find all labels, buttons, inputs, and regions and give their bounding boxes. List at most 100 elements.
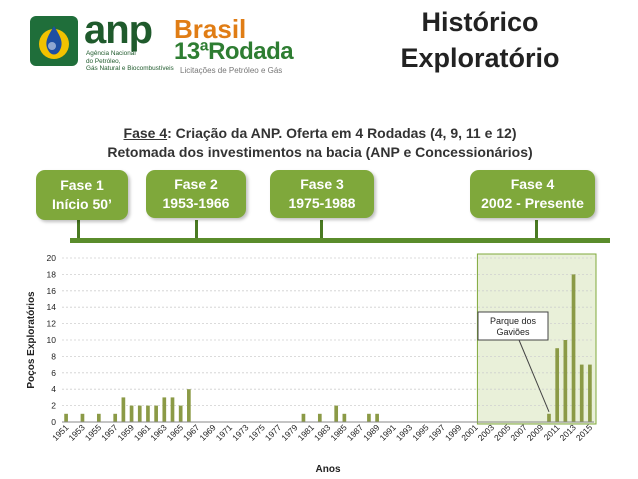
bar-1988	[367, 413, 371, 422]
x-tick-label: 2011	[542, 422, 562, 442]
phase-1-box: Fase 1 Início 50’	[36, 170, 128, 220]
subtitle-line-1: Fase 4: Criação da ANP. Oferta em 4 Roda…	[20, 124, 620, 143]
annotation-text-1: Parque dos	[490, 316, 537, 326]
bar-2012	[563, 340, 568, 422]
x-tick-label: 1973	[230, 422, 251, 443]
chart-bars	[64, 274, 592, 422]
bar-1960	[137, 405, 142, 422]
bar-1980	[301, 413, 306, 422]
bar-1953	[80, 413, 85, 422]
y-tick-label: 20	[47, 253, 57, 263]
y-tick-label: 10	[47, 335, 57, 345]
x-tick-label: 1979	[279, 422, 300, 443]
y-axis-ticks: 0 2 4 6 8 10 12 14 16 18 20	[47, 253, 57, 427]
phase-4-box: Fase 4 2002 - Presente	[470, 170, 595, 218]
x-tick-label: 1987	[345, 422, 366, 443]
anp-logo-text: anp	[84, 8, 153, 52]
x-tick-label: 1995	[410, 422, 431, 443]
subtitle: Fase 4: Criação da ANP. Oferta em 4 Roda…	[20, 124, 620, 162]
bar-1989	[375, 413, 379, 422]
y-tick-label: 0	[51, 417, 56, 427]
timeline-bar	[70, 238, 610, 243]
anp-tagline: Agência Nacional do Petróleo, Gás Natura…	[86, 50, 174, 72]
subtitle-line-2: Retomada dos investimentos na bacia (ANP…	[107, 144, 533, 160]
phase-1-stem	[77, 220, 80, 240]
bar-1961	[146, 405, 150, 422]
phase-2-box: Fase 2 1953-1966	[146, 170, 246, 218]
bar-1964	[170, 397, 175, 422]
x-tick-label: 1953	[66, 422, 87, 443]
x-tick-label: 1965	[165, 422, 186, 443]
page-title: Histórico Exploratório	[340, 4, 620, 76]
title-line-2: Exploratório	[400, 43, 560, 73]
bar-1965	[178, 405, 183, 422]
bar-1982	[317, 413, 322, 422]
x-tick-label: 1989	[361, 422, 382, 443]
x-tick-label: 1981	[296, 422, 317, 443]
phase-2-period: 1953-1966	[162, 195, 230, 211]
x-tick-label: 1957	[99, 422, 120, 443]
phase-4-stem	[535, 220, 538, 240]
y-tick-label: 4	[51, 384, 56, 394]
y-tick-label: 6	[51, 368, 56, 378]
subtitle-line-1-rest: : Criação da ANP. Oferta em 4 Rodadas (4…	[167, 125, 517, 141]
bar-2011	[555, 348, 560, 422]
bar-1984	[334, 405, 339, 422]
y-tick-label: 8	[51, 351, 56, 361]
brasil-logo-line1: Brasil	[174, 14, 247, 44]
x-tick-label: 1963	[148, 422, 169, 443]
phase-2-stem	[195, 220, 198, 240]
bar-1962	[154, 405, 158, 422]
x-tick-label: 1961	[132, 422, 153, 443]
x-axis-ticks: 1951195319551957195919611963196519671969…	[50, 422, 594, 443]
phase-3-stem	[320, 220, 323, 240]
y-axis-label: Poços Exploratórios	[26, 291, 37, 389]
x-tick-label: 1975	[246, 422, 267, 443]
bar-1958	[121, 397, 126, 422]
x-tick-label: 1985	[328, 422, 349, 443]
x-tick-label: 1971	[214, 422, 235, 443]
phase-1-name: Fase 1	[60, 177, 104, 193]
x-tick-label: 1955	[83, 422, 104, 443]
brasil-logo-line2: 13ªRodada	[174, 38, 294, 65]
bar-1959	[129, 405, 134, 422]
anp-emblem-icon	[30, 16, 78, 66]
x-tick-label: 2005	[492, 422, 513, 443]
x-tick-label: 2007	[508, 422, 529, 443]
x-tick-label: 1967	[181, 422, 202, 443]
bar-1951	[64, 413, 68, 422]
bar-1966	[187, 389, 191, 422]
phase-4-name: Fase 4	[510, 176, 555, 192]
annotation-text-2: Gaviões	[496, 327, 530, 337]
x-tick-label: 1969	[197, 422, 218, 443]
x-tick-label: 2015	[574, 422, 595, 443]
bar-2010	[547, 413, 551, 422]
annotation-pointer	[518, 339, 550, 412]
x-tick-label: 1977	[263, 422, 284, 443]
x-tick-label: 1999	[443, 422, 464, 443]
x-tick-label: 1993	[394, 422, 415, 443]
y-tick-label: 14	[47, 302, 57, 312]
brasil-13-rodada-logo: Brasil 13ªRodada Licitações de Petróleo …	[174, 14, 294, 78]
bar-2013	[571, 274, 576, 422]
y-tick-label: 2	[51, 401, 56, 411]
y-tick-label: 16	[47, 286, 57, 296]
x-tick-label: 1959	[116, 422, 137, 443]
bar-2015	[588, 364, 592, 422]
y-tick-label: 12	[47, 319, 57, 329]
phase-3-box: Fase 3 1975-1988	[270, 170, 374, 218]
phase-3-period: 1975-1988	[288, 195, 356, 211]
title-line-1: Histórico	[421, 7, 539, 37]
x-tick-label: 2009	[525, 422, 546, 443]
phase-3-name: Fase 3	[300, 176, 344, 192]
subtitle-phase-label: Fase 4	[123, 125, 168, 141]
x-tick-label: 1991	[377, 422, 398, 443]
y-tick-label: 18	[47, 269, 57, 279]
anp-logo: anp Agência Nacional do Petróleo, Gás Na…	[30, 8, 174, 74]
bar-2014	[579, 364, 584, 422]
x-tick-label: 2001	[459, 422, 480, 443]
phase-1-period: Início 50’	[52, 196, 112, 212]
bar-1963	[162, 397, 167, 422]
